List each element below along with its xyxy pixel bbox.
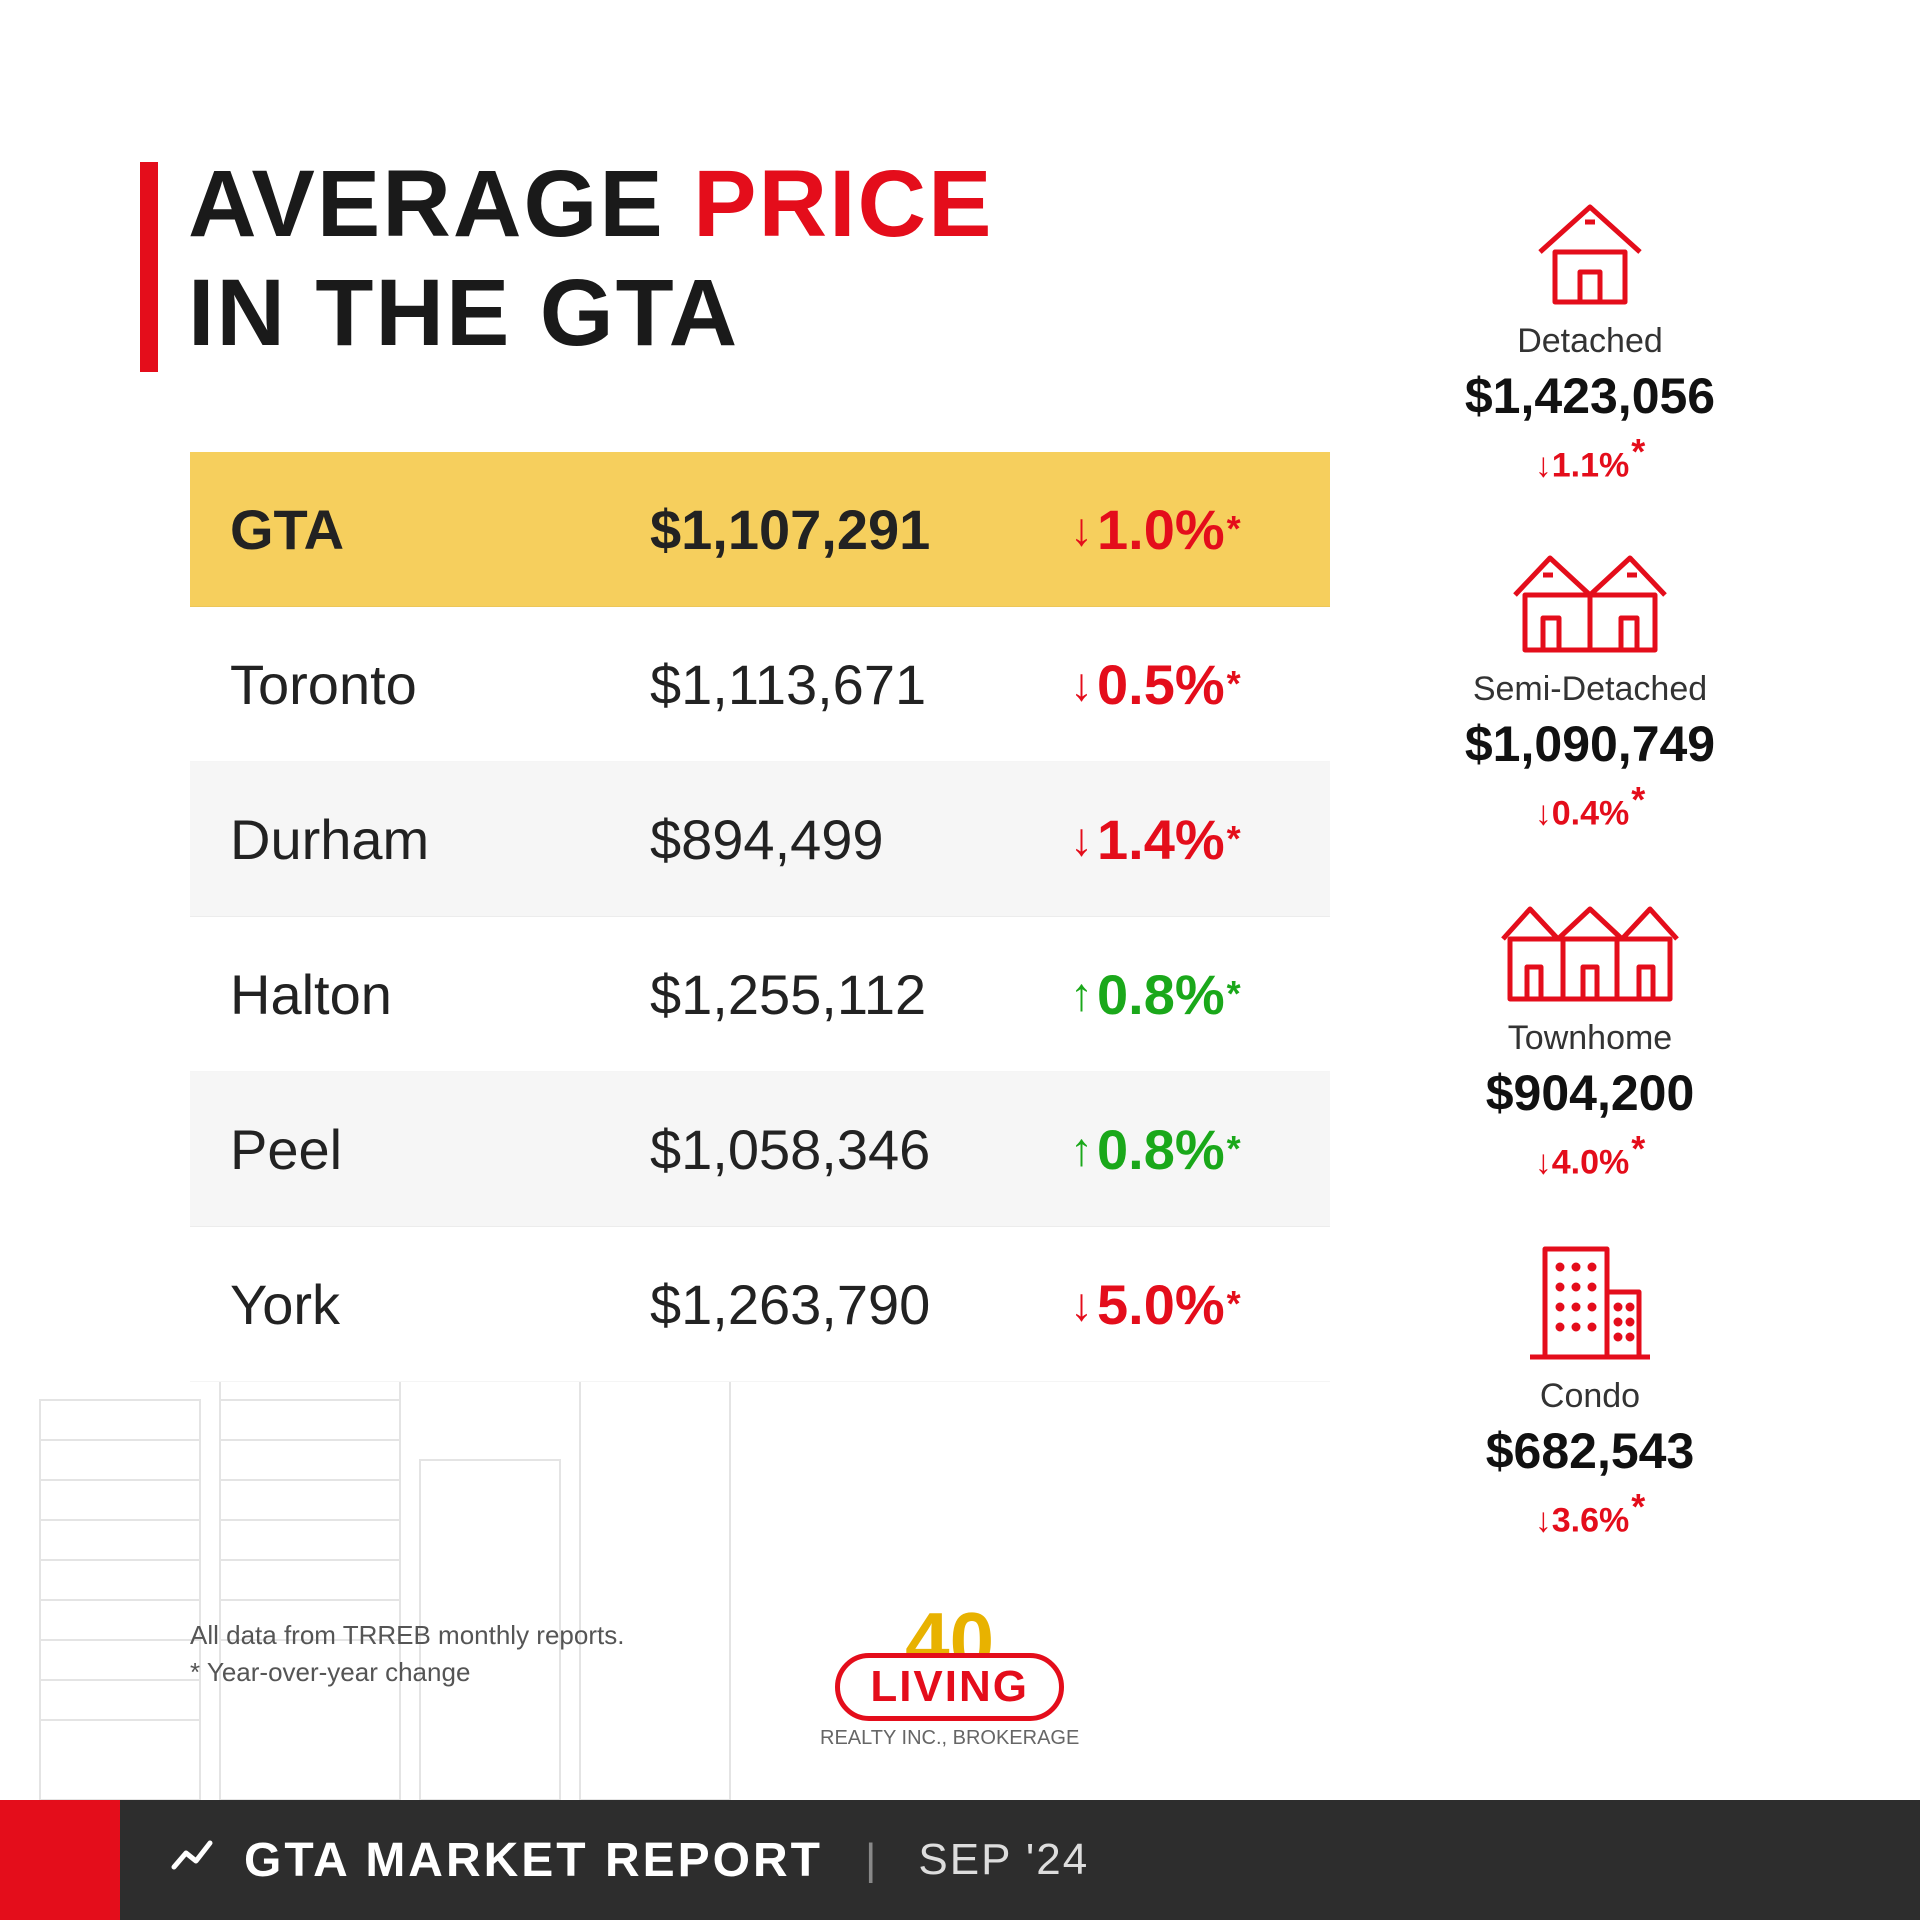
arrow-up-icon: ↑ <box>1070 967 1093 1021</box>
property-type-label: Condo <box>1400 1377 1780 1416</box>
region-price: $1,058,346 <box>650 1117 1070 1182</box>
property-type-sidebar: Detached $1,423,056 ↓1.1%* Semi-Detached $1,… <box>1400 192 1780 1540</box>
footer-separator: | <box>865 1835 876 1885</box>
arrow-down-icon: ↓ <box>1070 812 1093 866</box>
title-highlight: PRICE <box>693 151 993 257</box>
region-name: Toronto <box>230 652 650 717</box>
asterisk: * <box>1631 1486 1645 1527</box>
property-type-price: $1,090,749 <box>1400 715 1780 773</box>
footer-title: GTA MARKET REPORT <box>244 1833 823 1888</box>
brand-logo: 40 LIVING REALTY INC., BROKERAGE <box>820 1609 1079 1750</box>
table-row: Halton$1,255,112↑0.8%* <box>190 917 1330 1072</box>
region-name: York <box>230 1272 650 1337</box>
title-part-2: IN THE GTA <box>188 260 739 366</box>
footnote-line-1: All data from TRREB monthly reports. <box>190 1617 624 1653</box>
asterisk: * <box>1227 818 1241 860</box>
arrow-down-icon: ↓ <box>1535 1143 1552 1181</box>
region-price: $1,107,291 <box>650 497 1070 562</box>
arrow-down-icon: ↓ <box>1070 1277 1093 1331</box>
table-row-summary: GTA$1,107,291↓1.0%* <box>190 452 1330 607</box>
arrow-down-icon: ↓ <box>1535 795 1552 833</box>
property-type-label: Semi-Detached <box>1400 670 1780 709</box>
region-price: $1,255,112 <box>650 962 1070 1027</box>
logo-subtitle: REALTY INC., BROKERAGE <box>820 1727 1079 1750</box>
footnote-line-2: * Year-over-year change <box>190 1654 624 1690</box>
property-type-label: Detached <box>1400 322 1780 361</box>
footer-strip: GTA MARKET REPORT | SEP '24 <box>0 1800 1920 1920</box>
logo-brand-name: LIVING <box>835 1653 1064 1721</box>
footer-date: SEP '24 <box>918 1835 1089 1885</box>
arrow-down-icon: ↓ <box>1535 446 1552 484</box>
asterisk: * <box>1227 663 1241 705</box>
page-title: AVERAGE PRICE IN THE GTA <box>188 150 994 369</box>
arrow-up-icon: ↑ <box>1070 1122 1093 1176</box>
trend-icon <box>170 1833 214 1888</box>
title-part-1: AVERAGE <box>188 151 693 257</box>
property-type-card: Townhome $904,200 ↓4.0%* <box>1400 889 1780 1182</box>
region-name: Peel <box>230 1117 650 1182</box>
region-change: ↑0.8%* <box>1070 1117 1290 1182</box>
footnote: All data from TRREB monthly reports. * Y… <box>190 1617 624 1690</box>
property-type-change: ↓4.0%* <box>1400 1128 1780 1182</box>
asterisk: * <box>1227 1128 1241 1170</box>
asterisk: * <box>1631 1128 1645 1169</box>
property-type-price: $1,423,056 <box>1400 367 1780 425</box>
condo-icon <box>1400 1237 1780 1367</box>
region-price-table: GTA$1,107,291↓1.0%*Toronto$1,113,671↓0.5… <box>190 452 1330 1540</box>
property-type-price: $682,543 <box>1400 1422 1780 1480</box>
arrow-down-icon: ↓ <box>1070 502 1093 556</box>
region-name: Halton <box>230 962 650 1027</box>
region-price: $1,113,671 <box>650 652 1070 717</box>
title-accent-bar <box>140 162 158 372</box>
region-change: ↓1.0%* <box>1070 497 1290 562</box>
table-row: Peel$1,058,346↑0.8%* <box>190 1072 1330 1227</box>
region-name: Durham <box>230 807 650 872</box>
asterisk: * <box>1227 1283 1241 1325</box>
asterisk: * <box>1227 973 1241 1015</box>
region-change: ↑0.8%* <box>1070 962 1290 1027</box>
property-type-card: Condo $682,543 ↓3.6%* <box>1400 1237 1780 1540</box>
region-name: GTA <box>230 497 650 562</box>
table-row: York$1,263,790↓5.0%* <box>190 1227 1330 1382</box>
arrow-down-icon: ↓ <box>1070 657 1093 711</box>
region-change: ↓5.0%* <box>1070 1272 1290 1337</box>
property-type-change: ↓3.6%* <box>1400 1486 1780 1540</box>
property-type-card: Detached $1,423,056 ↓1.1%* <box>1400 192 1780 485</box>
property-type-price: $904,200 <box>1400 1064 1780 1122</box>
table-row: Toronto$1,113,671↓0.5%* <box>190 607 1330 762</box>
arrow-down-icon: ↓ <box>1535 1501 1552 1539</box>
infographic-canvas: AVERAGE PRICE IN THE GTA GTA$1,107,291↓1… <box>0 0 1920 1920</box>
region-change: ↓1.4%* <box>1070 807 1290 872</box>
townhome-icon <box>1400 889 1780 1009</box>
property-type-change: ↓0.4%* <box>1400 779 1780 833</box>
property-type-card: Semi-Detached $1,090,749 ↓0.4%* <box>1400 540 1780 833</box>
asterisk: * <box>1631 431 1645 472</box>
footer-content: GTA MARKET REPORT | SEP '24 <box>120 1800 1920 1920</box>
property-type-label: Townhome <box>1400 1019 1780 1058</box>
region-price: $1,263,790 <box>650 1272 1070 1337</box>
region-price: $894,499 <box>650 807 1070 872</box>
semi-icon <box>1400 540 1780 660</box>
footer-accent-block <box>0 1800 120 1920</box>
property-type-change: ↓1.1%* <box>1400 431 1780 485</box>
asterisk: * <box>1631 779 1645 820</box>
table-row: Durham$894,499↓1.4%* <box>190 762 1330 917</box>
house-icon <box>1400 192 1780 312</box>
region-change: ↓0.5%* <box>1070 652 1290 717</box>
asterisk: * <box>1227 508 1241 550</box>
